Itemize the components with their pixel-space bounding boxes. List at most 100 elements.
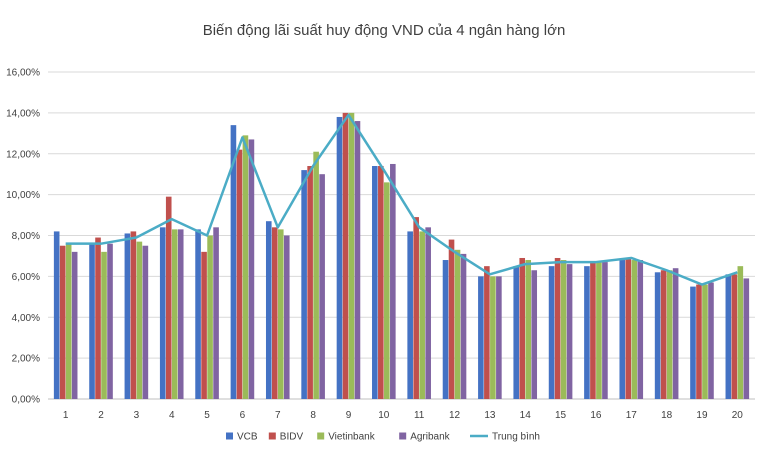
bar-vcb [159,227,166,399]
bar-vietinbank [207,235,213,399]
bar-agribank [71,251,78,399]
legend-label: Vietinbank [328,432,376,443]
x-tick-label: 19 [696,410,708,421]
bar-bidv [625,257,632,399]
x-tick-label: 9 [346,410,352,421]
bar-vcb [372,166,378,399]
bar-vietinbank [560,260,567,399]
x-tick-label: 7 [275,410,281,421]
chart-title: Biến động lãi suất huy động VND của 4 ng… [203,22,566,39]
y-tick-label: 12,00% [6,149,40,160]
legend-label: Trung bình [492,432,540,443]
y-tick-label: 8,00% [12,231,40,242]
bar-bidv [236,149,243,399]
legend: VCB BIDV Vietinbank Agribank Trung bình [226,432,540,443]
bar-bidv [165,196,172,399]
bar-agribank [743,278,750,399]
bar-agribank [531,270,538,399]
bar-bidv [130,231,137,399]
bar-vcb [725,274,732,399]
bar-vietinbank [348,112,355,399]
y-axis-ticks: 0,00% 2,00% 4,00% 6,00% 8,00% 10,00% 12,00% 14,… [6,68,40,406]
y-tick-label: 4,00% [12,313,40,324]
gridlines [48,71,755,400]
bar-agribank [637,260,644,399]
x-tick-label: 8 [310,410,316,421]
bar-vcb [265,221,272,399]
x-tick-label: 6 [240,410,246,421]
bar-vcb [584,266,590,399]
bar-agribank [566,264,573,399]
bar-agribank [354,121,361,400]
bar-vietinbank [631,260,638,399]
x-tick-label: 12 [449,410,461,421]
bar-vietinbank [277,229,284,399]
bar-bidv [484,266,490,399]
x-tick-label: 11 [414,410,425,421]
x-tick-label: 18 [661,410,673,421]
y-tick-label: 10,00% [6,190,40,201]
x-axis-ticks: 1 2 3 4 5 6 7 8 9 10 11 12 13 14 15 16 17 18 19 20 [63,410,743,421]
x-tick-label: 15 [555,410,567,421]
bar-vietinbank [596,262,602,399]
x-tick-label: 3 [134,410,140,421]
bar-vietinbank [490,276,496,399]
x-tick-label: 16 [590,410,602,421]
bar-bidv [271,227,278,399]
y-tick-label: 14,00% [6,108,40,119]
legend-swatch [226,432,233,440]
bar-agribank [177,229,184,399]
bar-bidv [342,112,349,399]
y-tick-label: 2,00% [12,354,40,365]
bar-vcb [89,243,95,399]
bar-vietinbank [419,231,425,399]
bar-vietinbank [242,135,249,399]
bar-vcb [301,170,307,399]
bar-vietinbank [171,229,178,399]
bar-vietinbank [136,241,143,399]
legend-swatch [317,432,325,440]
bar-agribank [142,245,149,399]
bar-agribank [390,163,396,399]
bar-vcb [690,286,696,399]
x-tick-label: 5 [204,410,210,421]
bars [53,112,750,400]
bar-vcb [654,272,661,399]
bar-bidv [95,237,101,399]
bar-vcb [336,116,343,400]
x-tick-label: 4 [169,410,175,421]
x-tick-label: 2 [98,410,104,421]
bar-vcb [124,233,131,399]
average-line [65,113,738,286]
y-tick-label: 6,00% [12,272,40,283]
bar-agribank [107,243,113,399]
bar-bidv [59,245,66,399]
bar-bidv [519,257,526,399]
bar-bidv [413,217,419,399]
legend-label: BIDV [280,432,304,443]
bar-bidv [448,239,455,399]
bar-vietinbank [525,260,532,399]
x-tick-label: 14 [520,410,532,421]
y-tick-label: 0,00% [12,395,40,406]
bar-vcb [619,260,626,399]
bar-agribank [672,268,679,399]
bar-agribank [460,253,467,399]
bar-bidv [590,262,596,399]
bar-vcb [548,266,555,399]
bar-vietinbank [65,243,72,399]
bar-vietinbank [454,249,461,399]
bar-agribank [602,262,608,399]
bar-vietinbank [101,251,107,399]
bar-vcb [53,231,60,399]
bar-bidv [378,166,384,399]
bar-bidv [307,166,313,399]
x-tick-label: 1 [63,410,69,421]
bar-bidv [696,284,702,399]
bar-vcb [195,229,201,399]
bar-agribank [248,139,255,399]
bar-vietinbank [702,284,708,399]
bar-agribank [283,235,290,399]
